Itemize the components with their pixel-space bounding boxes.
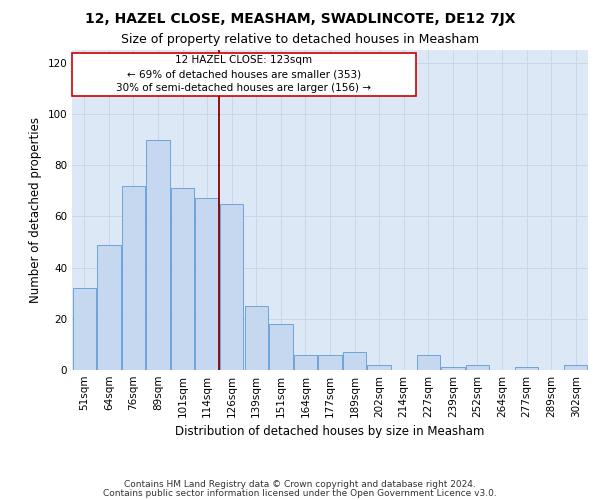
X-axis label: Distribution of detached houses by size in Measham: Distribution of detached houses by size …	[175, 426, 485, 438]
Bar	[196, 198, 219, 370]
Bar	[171, 188, 194, 370]
Bar	[319, 354, 341, 370]
Text: 12 HAZEL CLOSE: 123sqm
← 69% of detached houses are smaller (353)
30% of semi-de: 12 HAZEL CLOSE: 123sqm ← 69% of detached…	[116, 56, 371, 94]
Bar	[97, 244, 121, 370]
Text: Contains HM Land Registry data © Crown copyright and database right 2024.: Contains HM Land Registry data © Crown c…	[124, 480, 476, 489]
Bar	[294, 354, 317, 370]
Bar	[245, 306, 268, 370]
Bar	[367, 365, 391, 370]
Text: Size of property relative to detached houses in Measham: Size of property relative to detached ho…	[121, 32, 479, 46]
Bar	[146, 140, 170, 370]
Bar	[73, 288, 96, 370]
Bar	[441, 368, 464, 370]
Text: Contains public sector information licensed under the Open Government Licence v3: Contains public sector information licen…	[103, 488, 497, 498]
Bar	[515, 368, 538, 370]
Bar	[269, 324, 293, 370]
FancyBboxPatch shape	[72, 52, 416, 96]
Y-axis label: Number of detached properties: Number of detached properties	[29, 117, 42, 303]
Bar	[343, 352, 366, 370]
Bar	[466, 365, 489, 370]
Bar	[220, 204, 244, 370]
Text: 12, HAZEL CLOSE, MEASHAM, SWADLINCOTE, DE12 7JX: 12, HAZEL CLOSE, MEASHAM, SWADLINCOTE, D…	[85, 12, 515, 26]
Bar	[416, 354, 440, 370]
Bar	[122, 186, 145, 370]
Bar	[564, 365, 587, 370]
